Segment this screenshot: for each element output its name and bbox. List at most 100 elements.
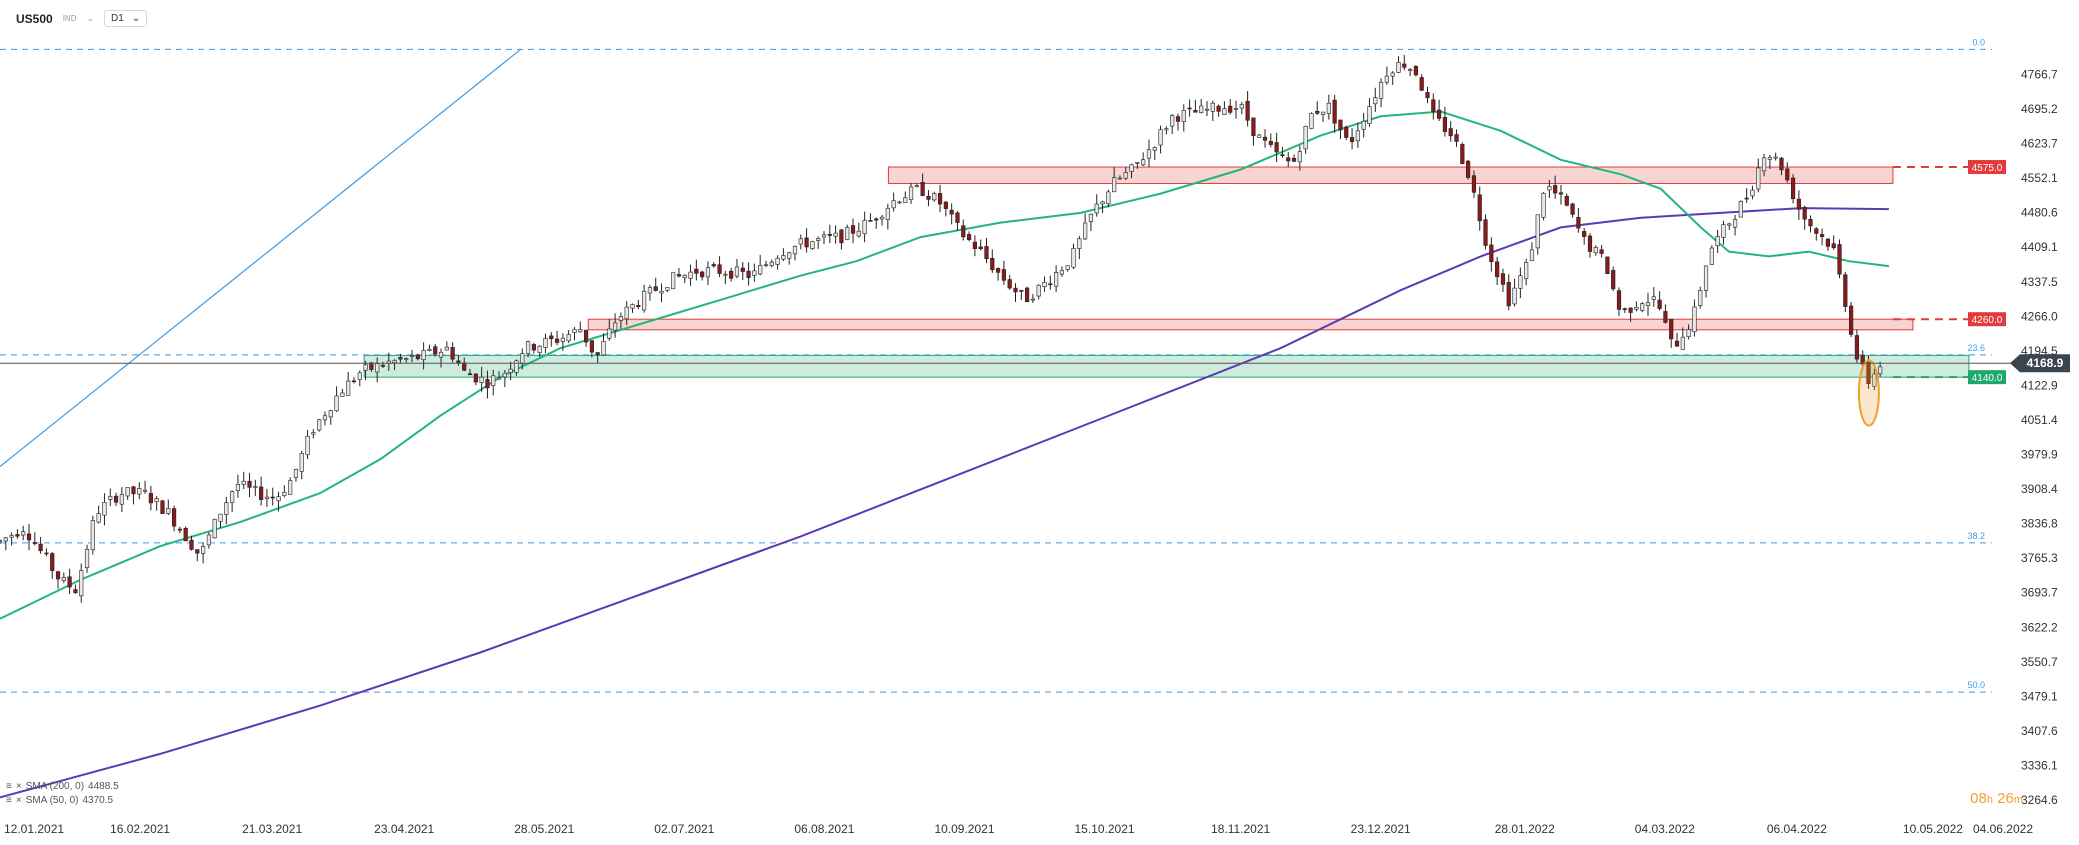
timeframe-label: D1	[111, 13, 124, 24]
candle	[1315, 110, 1320, 114]
candle	[990, 257, 995, 271]
level-tag	[1968, 370, 2006, 385]
candle	[862, 219, 867, 235]
resistance-zone[interactable]	[887, 166, 1894, 184]
candle	[392, 360, 397, 363]
candle	[195, 549, 200, 554]
candle	[676, 274, 682, 277]
candle	[496, 377, 502, 380]
candle	[607, 328, 612, 339]
candle	[792, 246, 798, 255]
candle	[1599, 249, 1604, 254]
x-tick-label: 28.05.2021	[514, 822, 574, 836]
sma200-line[interactable]	[0, 207, 1889, 799]
x-tick-label: 04.06.2022	[1973, 822, 2033, 836]
candle	[1558, 192, 1564, 195]
x-tick-label: 06.04.2022	[1767, 822, 1827, 836]
resistance-zone[interactable]	[587, 318, 1914, 331]
candle	[711, 264, 716, 267]
candle	[375, 363, 380, 373]
x-tick-label: 04.03.2022	[1635, 822, 1695, 836]
candle	[601, 341, 606, 356]
candle	[1402, 63, 1407, 68]
candle	[520, 353, 525, 365]
menu-icon[interactable]: ≡	[6, 781, 12, 792]
candle	[984, 246, 989, 260]
candle	[479, 376, 484, 383]
candle	[200, 546, 206, 554]
candle	[1199, 105, 1204, 113]
y-tick-label: 3407.6	[2021, 724, 2058, 738]
candle	[926, 195, 931, 200]
candle	[1761, 157, 1767, 172]
candle	[15, 534, 20, 537]
candle	[995, 268, 1001, 273]
chevron-down-icon[interactable]: ⌄	[86, 13, 95, 23]
highlight-ellipse[interactable]	[1857, 359, 1880, 427]
close-icon[interactable]: ×	[15, 795, 22, 806]
candle	[270, 496, 275, 499]
candle	[73, 589, 78, 594]
candle	[1535, 214, 1540, 249]
candle	[1663, 311, 1668, 323]
candle	[1773, 156, 1778, 159]
x-tick-label: 21.03.2021	[242, 822, 302, 836]
candle	[1251, 117, 1256, 137]
candle	[1628, 307, 1633, 313]
candles	[0, 55, 1883, 603]
candle	[1071, 248, 1076, 268]
candle	[1013, 287, 1018, 293]
candle	[96, 513, 101, 523]
candle	[1407, 69, 1413, 71]
y-tick-label: 4194.5	[2021, 344, 2058, 358]
candle	[1703, 265, 1709, 291]
support-zone[interactable]	[363, 354, 1970, 378]
x-tick-label: 15.10.2021	[1075, 822, 1135, 836]
candle	[433, 346, 438, 355]
candle	[485, 379, 490, 389]
close-icon[interactable]: ×	[15, 781, 22, 792]
timer-hours: 08	[1970, 790, 1987, 807]
candle	[868, 220, 873, 222]
y-tick-label: 4552.1	[2021, 171, 2058, 185]
candle	[166, 508, 171, 514]
candle	[90, 520, 95, 551]
candle	[1262, 136, 1268, 141]
candle	[67, 576, 72, 588]
candle	[630, 304, 635, 309]
candle	[1007, 279, 1012, 289]
candle	[467, 373, 473, 376]
y-tick-label: 3908.4	[2021, 482, 2058, 496]
candle	[1431, 99, 1436, 112]
candle	[1216, 105, 1221, 112]
timeframe-selector[interactable]: D1 ⌄	[104, 10, 148, 27]
trendline[interactable]	[0, 49, 521, 467]
candle	[1570, 203, 1575, 215]
candle	[850, 225, 856, 234]
candle	[322, 415, 328, 421]
candle	[212, 519, 217, 539]
sma50-line[interactable]	[0, 110, 1890, 620]
candle	[1518, 275, 1523, 289]
candle	[50, 553, 55, 571]
level-tag	[1968, 160, 2006, 175]
candle	[961, 225, 966, 238]
candle	[1419, 77, 1424, 91]
menu-icon[interactable]: ≡	[6, 795, 12, 806]
x-tick-label: 23.04.2021	[374, 822, 434, 836]
candle	[1077, 238, 1082, 249]
candle	[427, 348, 432, 351]
candle	[700, 271, 705, 278]
candle	[1674, 340, 1680, 347]
candle	[1396, 62, 1401, 73]
candle	[1065, 265, 1070, 270]
candle	[1640, 303, 1645, 311]
symbol-label[interactable]: US500	[16, 11, 53, 26]
candle	[937, 193, 943, 205]
sma200-legend[interactable]: ≡ × SMA (200, 0) 4488.5	[6, 780, 119, 794]
candle	[1094, 203, 1099, 214]
candle	[734, 266, 740, 277]
sma50-legend[interactable]: ≡ × SMA (50, 0) 4370.5	[6, 794, 119, 808]
candle	[502, 372, 507, 378]
